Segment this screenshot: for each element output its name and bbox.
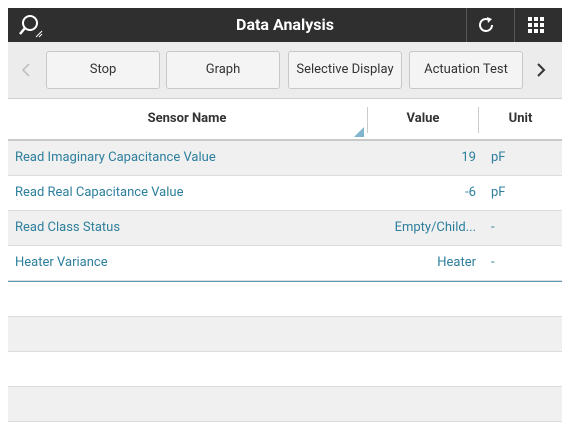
button[interactable]: Selective Display — [288, 51, 402, 89]
sensor-name: Read Imaginary Capacitance Value — [15, 150, 216, 165]
column-header[interactable]: Sensor Name — [147, 111, 227, 126]
refresh-icon[interactable] — [476, 15, 496, 35]
toolbar: Stop Graph Selective Display Actuation T… — [8, 42, 562, 99]
unit: pF — [491, 185, 506, 200]
sensor-name: Heater Variance — [15, 255, 108, 270]
sort-icon — [354, 127, 364, 137]
top-bar: Data Analysis — [8, 8, 562, 42]
column-header[interactable]: Unit — [508, 111, 533, 126]
unit: - — [491, 220, 495, 235]
table-row[interactable]: Read Imaginary Capacitance Value 19 pF — [8, 141, 562, 176]
next-arrow[interactable] — [535, 62, 547, 78]
value: -6 — [465, 185, 476, 200]
button[interactable]: Stop — [46, 51, 160, 89]
prev-arrow[interactable] — [20, 62, 32, 78]
table: Sensor Name Value Unit Read Imaginary Ca… — [8, 99, 562, 422]
empty-row — [8, 352, 562, 387]
empty-row — [8, 387, 562, 422]
value: 19 — [461, 150, 476, 165]
button[interactable]: Actuation Test — [409, 51, 523, 89]
value: Heater — [437, 255, 476, 270]
grid-icon[interactable] — [528, 17, 544, 33]
table-header: Sensor Name Value Unit — [8, 99, 562, 141]
table-row[interactable]: Heater Variance Heater - — [8, 246, 562, 281]
empty-row — [8, 317, 562, 352]
empty-rows — [8, 281, 562, 422]
button[interactable]: Graph — [166, 51, 280, 89]
sensor-name: Read Real Capacitance Value — [15, 185, 184, 200]
value: Empty/Child... — [394, 220, 476, 235]
table-row[interactable]: Read Real Capacitance Value -6 pF — [8, 176, 562, 211]
unit: pF — [491, 150, 506, 165]
unit: - — [491, 255, 495, 270]
sensor-name: Read Class Status — [15, 220, 121, 235]
search-icon[interactable] — [18, 13, 44, 39]
table-row[interactable]: Read Class Status Empty/Child... - — [8, 211, 562, 246]
empty-row — [8, 282, 562, 317]
table-body: Read Imaginary Capacitance Value 19 pF Read… — [8, 141, 562, 281]
title: Data Analysis — [236, 15, 334, 34]
column-header[interactable]: Value — [406, 111, 440, 126]
